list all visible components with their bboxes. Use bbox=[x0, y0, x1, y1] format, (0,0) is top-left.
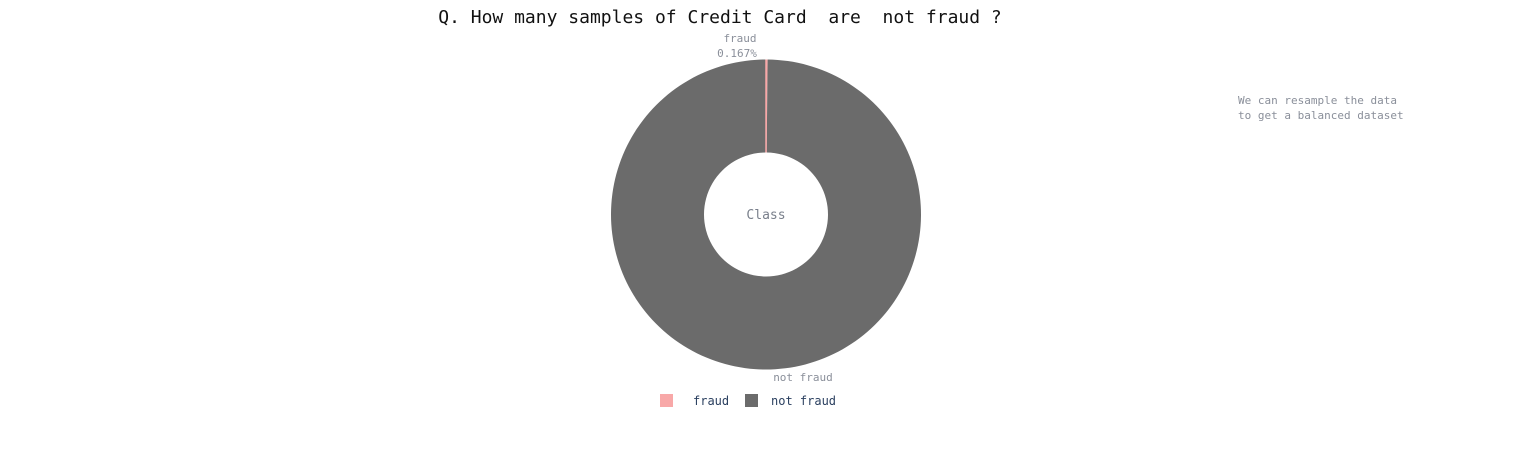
legend: fraud not fraud bbox=[660, 394, 836, 408]
slice-label-not-fraud-name: not fraud bbox=[773, 371, 833, 384]
slice-label-fraud-percent: 0.167% bbox=[717, 47, 757, 60]
chart-title: Q. How many samples of Credit Card are n… bbox=[438, 7, 1002, 28]
annotation-line-2: to get a balanced dataset bbox=[1238, 109, 1404, 122]
slice-label-fraud-name: fraud bbox=[723, 32, 756, 45]
annotation-line-1: We can resample the data bbox=[1238, 94, 1397, 107]
legend-label-not-fraud[interactable]: not fraud bbox=[771, 394, 836, 408]
pie-slices bbox=[611, 59, 922, 370]
pie-slice-not-fraud[interactable] bbox=[611, 59, 922, 370]
legend-label-fraud[interactable]: fraud bbox=[693, 394, 729, 408]
legend-swatch-fraud[interactable] bbox=[660, 394, 673, 407]
legend-swatch-not-fraud[interactable] bbox=[745, 394, 758, 407]
center-label: Class bbox=[746, 208, 785, 223]
